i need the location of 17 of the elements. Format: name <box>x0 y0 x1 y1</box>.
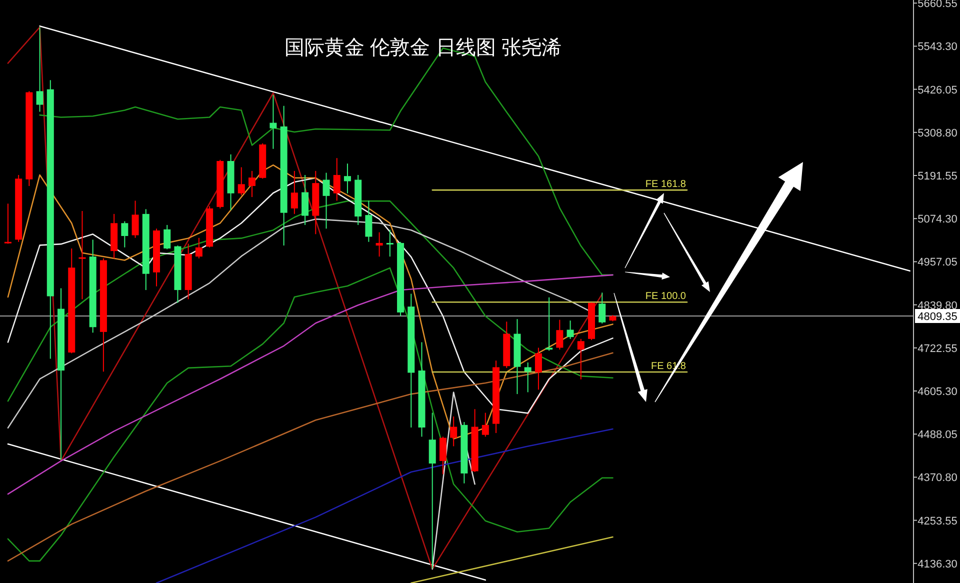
y-tick-label: 5308.80 <box>918 127 958 140</box>
y-tick-label: 4839.80 <box>918 300 958 312</box>
annotation: FE 100.0 <box>645 291 686 302</box>
ref-label: 4809.35 <box>915 309 960 323</box>
annotation: FE 161.8 <box>645 179 686 190</box>
y-tick-label: 4722.55 <box>918 342 958 355</box>
y-tick-label: 4136.30 <box>918 558 958 570</box>
y-tick-label: 4370.80 <box>918 472 958 484</box>
y-tick-label: 4253.55 <box>918 515 958 528</box>
y-tick-label: 4488.05 <box>918 429 958 442</box>
y-tick-label: 5191.55 <box>918 170 958 183</box>
y-tick-label: 5074.30 <box>918 214 958 226</box>
y-tick-label: 5426.05 <box>918 84 958 96</box>
ref-line-label: 4809.35 <box>918 311 958 323</box>
y-tick-label: 4957.05 <box>918 256 958 269</box>
y-tick-label: 5543.30 <box>918 41 958 54</box>
y-tick-label: 4605.30 <box>918 386 958 398</box>
